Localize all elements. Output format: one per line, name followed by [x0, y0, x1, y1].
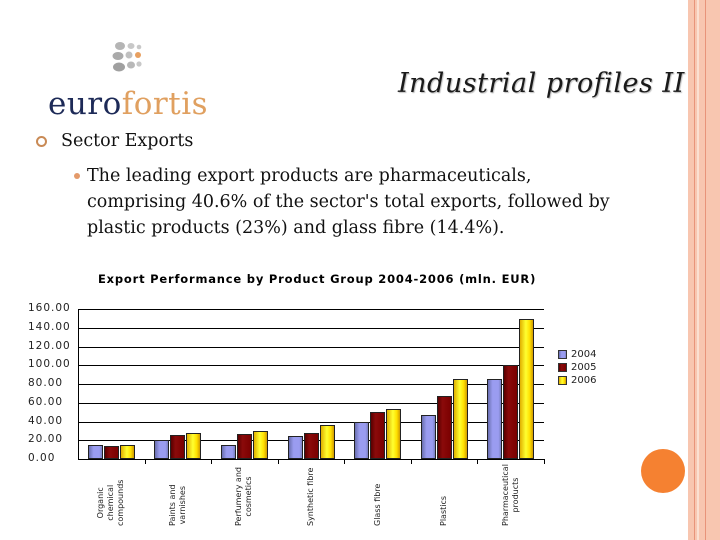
x-category-label: Synthetic fibre [306, 467, 315, 526]
logo-fortis: fortis [121, 86, 209, 122]
x-category-label: Paints and varnishes [167, 484, 187, 526]
x-tick [211, 459, 212, 464]
bar-2006 [519, 319, 535, 459]
legend-label: 2004 [571, 349, 597, 360]
x-tick [544, 459, 545, 464]
bar-2004 [354, 421, 370, 459]
orange-circle-decoration [641, 449, 685, 493]
bar-2006 [319, 425, 335, 459]
y-tick-label: 80.00 [28, 377, 64, 389]
x-category-label: Organic chemical compounds [96, 479, 126, 526]
y-tick-label: 40.00 [28, 414, 64, 427]
x-tick [344, 459, 345, 464]
bar-2005 [303, 432, 319, 459]
bullet-level1-text: Sector Exports [61, 131, 194, 151]
legend-label: 2006 [571, 375, 597, 386]
x-category-label: Pharmaceutical products [500, 464, 520, 526]
legend-item-2005: 2005 [558, 361, 596, 374]
x-tick [278, 459, 279, 464]
y-tick-label: 160.00 [28, 302, 71, 314]
bar-2006 [252, 430, 268, 459]
y-tick-label: 140.00 [28, 320, 71, 333]
slide-title: Industrial profiles II [398, 68, 685, 99]
gridline [78, 346, 544, 348]
y-tick-label: 60.00 [28, 395, 64, 408]
decorative-rail-line [697, 0, 699, 540]
chart-legend: 2004 2005 2006 [558, 348, 596, 387]
x-axis-line [78, 459, 544, 460]
x-category-label: Plastics [439, 495, 449, 526]
bar-2006 [452, 379, 468, 459]
y-axis-line [78, 309, 79, 460]
bar-2005 [170, 434, 186, 459]
x-tick [411, 459, 412, 464]
x-tick [145, 459, 146, 464]
bar-2006 [186, 432, 202, 459]
decorative-rail-line [694, 0, 695, 540]
y-tick-label: 0.00 [28, 452, 56, 464]
eurofortis-logo: eurofortis [16, 12, 224, 124]
bar-2004 [87, 444, 103, 459]
gridline [78, 402, 544, 404]
bar-2004 [420, 414, 436, 459]
x-category-label: Perfumery and cosmetics [234, 467, 254, 526]
bar-2004 [220, 445, 236, 459]
bullet-level2: The leading export products are pharmace… [70, 163, 630, 241]
y-tick-label: 120.00 [28, 339, 71, 352]
gridline [78, 309, 544, 310]
x-category-label: Glass fibre [372, 483, 382, 526]
bullet-level2-text: The leading export products are pharmace… [87, 166, 610, 238]
gridline [78, 327, 544, 329]
chart-title: Export Performance by Product Group 2004… [98, 272, 537, 286]
legend-swatch-2006 [558, 376, 567, 385]
logo-wordmark: eurofortis [48, 86, 208, 122]
legend-label: 2005 [571, 362, 597, 373]
gridline [78, 365, 544, 367]
bar-2005 [236, 433, 252, 459]
legend-item-2006: 2006 [558, 374, 596, 387]
legend-swatch-2005 [558, 363, 567, 372]
bar-2005 [370, 412, 386, 459]
ring-bullet-icon [36, 135, 47, 147]
bar-2006 [119, 444, 135, 459]
bullet-level1: Sector Exports [36, 131, 193, 151]
bar-2004 [154, 440, 170, 459]
legend-swatch-2004 [558, 350, 567, 359]
decorative-rail-line [705, 0, 706, 540]
logo-euro: euro [48, 86, 122, 122]
bar-2005 [103, 445, 119, 459]
bar-2004 [287, 435, 303, 459]
decorative-rail [688, 0, 720, 540]
y-tick-label: 100.00 [28, 358, 71, 371]
dot-bullet-icon [74, 173, 80, 179]
legend-item-2004: 2004 [558, 348, 596, 361]
bar-2006 [386, 409, 402, 459]
gridline [78, 384, 544, 385]
bar-2004 [487, 379, 503, 459]
bar-2005 [436, 396, 452, 459]
y-tick-label: 20.00 [28, 433, 64, 446]
logo-dots-icon [112, 42, 142, 72]
bar-2005 [503, 365, 519, 459]
gridline [78, 421, 544, 423]
x-tick [477, 459, 478, 464]
